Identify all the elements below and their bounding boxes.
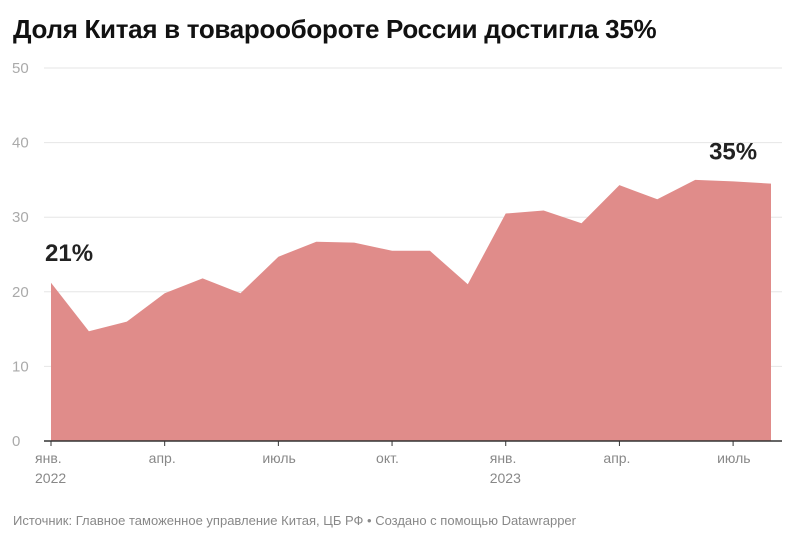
x-tick-label-2022-01: янв. <box>35 450 62 466</box>
annotation-2023-07: 35% <box>709 138 757 165</box>
area-fill <box>51 179 771 441</box>
x-tick-label-2022-04: апр. <box>149 450 176 466</box>
x-tick-label-2023-07: июль <box>717 450 750 466</box>
x-tick-label-2022-10: окт. <box>376 450 399 466</box>
y-tick-label-20: 20 <box>12 284 29 301</box>
area-chart: 0 10 20 30 40 50 янв. 2022 апр. июль окт. янв. 2023… <box>12 60 782 486</box>
annotation-2022-01: 21% <box>45 240 93 267</box>
chart-title: Доля Китая в товарообороте России достиг… <box>13 14 657 44</box>
x-tick-label-2023-04: апр. <box>603 450 630 466</box>
x-tick-year-2023-01: 2023 <box>490 470 521 486</box>
x-axis-labels: янв. 2022 апр. июль окт. янв. 2023 апр. июль <box>35 441 751 486</box>
x-tick-label-2023-01: янв. <box>490 450 517 466</box>
y-tick-label-40: 40 <box>12 135 29 152</box>
annotations: 21% 35% <box>45 138 757 266</box>
x-tick-year-2022-01: 2022 <box>35 470 66 486</box>
y-tick-label-50: 50 <box>12 60 29 77</box>
area-series <box>50 179 772 441</box>
y-tick-label-10: 10 <box>12 358 29 375</box>
x-tick-label-2022-07: июль <box>262 450 295 466</box>
y-tick-label-0: 0 <box>12 433 20 450</box>
y-tick-label-30: 30 <box>12 209 29 226</box>
y-axis-labels: 0 10 20 30 40 50 <box>12 60 29 450</box>
source-note: Источник: Главное таможенное управление … <box>13 513 576 528</box>
